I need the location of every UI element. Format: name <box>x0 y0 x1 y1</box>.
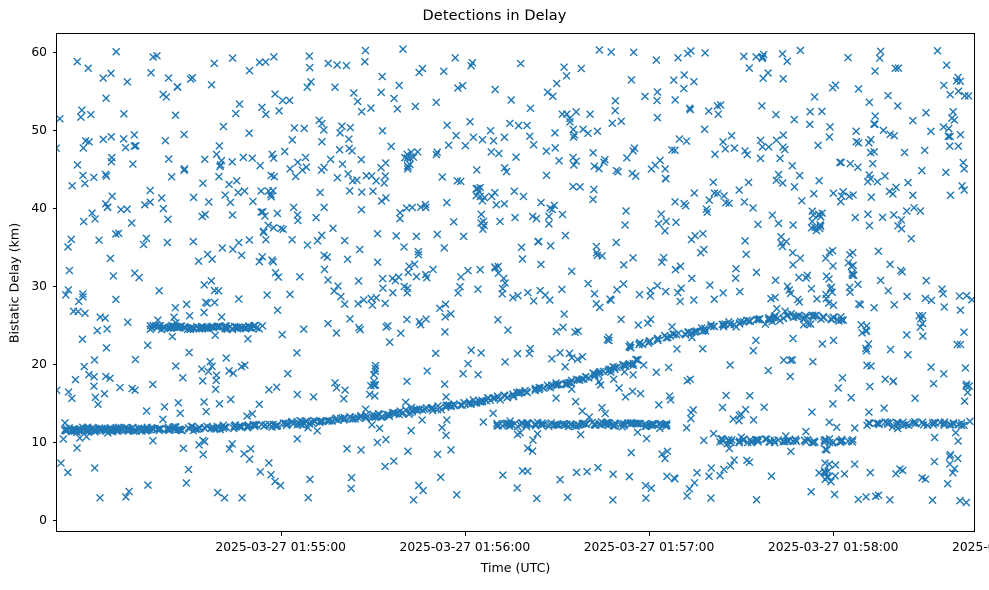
y-tick-mark <box>52 129 56 131</box>
y-tick-mark <box>52 285 56 287</box>
y-tick-label: 40 <box>31 200 47 215</box>
x-tick-label: 2025-03-27 01:55:00 <box>215 540 346 554</box>
marker-group <box>57 45 974 507</box>
y-tick-mark <box>52 363 56 365</box>
x-tick-label: 2025-03-27 01:57:00 <box>583 540 715 554</box>
x-tick-label: 2025-03-27 01:56:00 <box>399 540 531 554</box>
x-tick-mark <box>833 532 835 536</box>
scatter-plot-svg <box>57 45 974 507</box>
y-tick-label: 20 <box>31 356 47 371</box>
y-tick-label: 50 <box>31 122 47 137</box>
y-tick-mark <box>52 51 56 53</box>
scatter-markers <box>57 45 974 507</box>
x-tick-label: 2025-03-27 01:58:00 <box>767 540 899 554</box>
y-tick-label: 60 <box>31 44 47 59</box>
x-axis-label: Time (UTC) <box>480 560 551 575</box>
y-tick-mark <box>52 441 56 443</box>
chart-title: Detections in Delay <box>422 8 567 24</box>
y-tick-label: 30 <box>31 278 47 293</box>
y-tick-label: 0 <box>39 512 47 527</box>
x-tick-mark <box>464 532 466 536</box>
x-tick-label: 2025-03-27 01:59:00 <box>952 540 989 554</box>
x-tick-mark <box>280 532 282 536</box>
y-tick-mark <box>52 207 56 209</box>
x-tick-mark <box>649 532 651 536</box>
y-tick-label: 10 <box>31 434 47 449</box>
y-tick-mark <box>52 519 56 521</box>
plot-area <box>56 33 975 532</box>
